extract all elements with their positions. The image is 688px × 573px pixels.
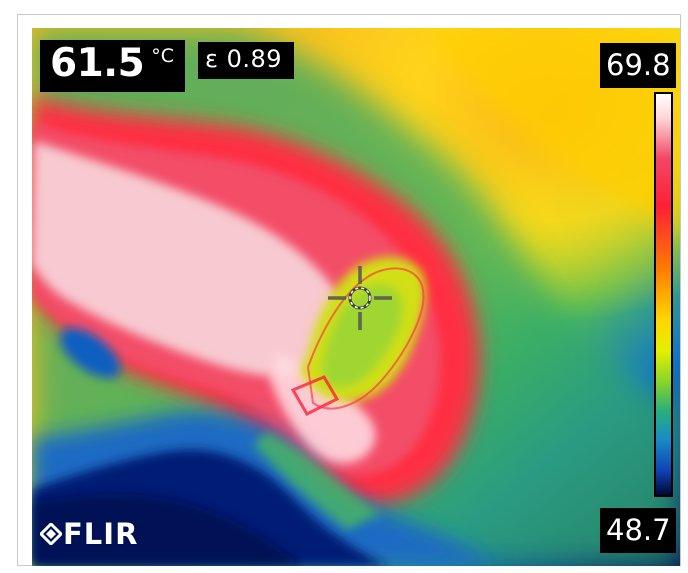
flir-diamond-icon <box>40 523 62 545</box>
darkest-cold-zone <box>32 494 303 566</box>
small-blue-spot <box>60 328 121 379</box>
thermal-heatmap <box>32 28 680 566</box>
flir-logo-text: FLIR <box>63 517 139 551</box>
thermal-image <box>32 28 680 566</box>
white-hot-pipe <box>32 141 349 377</box>
crosshair-icon <box>328 266 392 330</box>
flir-logo: FLIR <box>40 514 152 554</box>
scale-max-label: 69.8 <box>600 43 676 88</box>
emissivity-readout: ε 0.89 <box>198 42 294 79</box>
red-edge-highlight <box>290 375 340 416</box>
temperature-palette-bar <box>654 92 673 497</box>
temperature-unit: °C <box>151 45 175 67</box>
yellow-spot-outline <box>306 267 425 410</box>
temperature-readout: 61.5 °C <box>40 40 185 92</box>
green-cool-center <box>321 284 403 388</box>
scale-min-label: 48.7 <box>600 508 676 553</box>
diagonal-green-seam <box>253 432 380 530</box>
temperature-value: 61.5 <box>50 41 145 86</box>
